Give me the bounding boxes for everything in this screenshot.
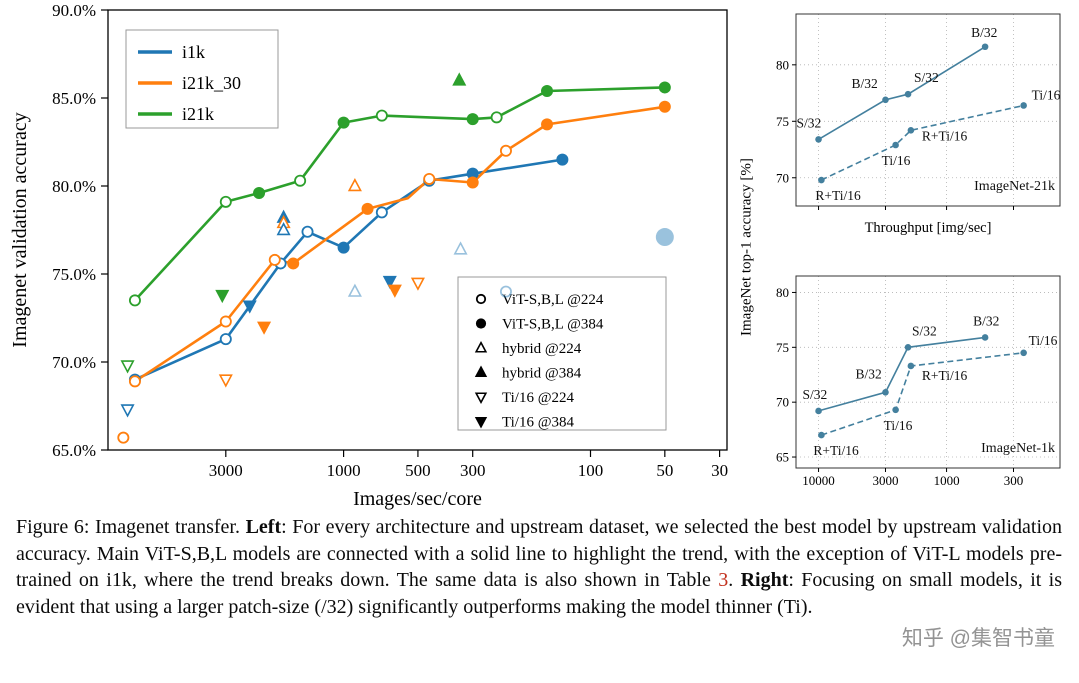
- caption-text: : For every architecture and upstream da…: [16, 516, 1063, 591]
- y-tick-label: 80: [776, 57, 789, 72]
- point-annotation: Ti/16: [1032, 87, 1061, 102]
- y-tick-label: 80.0%: [52, 177, 96, 196]
- y-tick-label: 75.0%: [52, 265, 96, 284]
- figure-caption: Figure 6: Imagenet transfer. Left: For e…: [16, 514, 1062, 620]
- series-line-ViT: [818, 46, 986, 141]
- legend-label: i21k: [182, 104, 214, 124]
- point-annotation: S/32: [914, 70, 939, 85]
- point-annotation: R+Ti/16: [922, 128, 968, 143]
- legend-label: Ti/16 @224: [502, 390, 575, 406]
- point-annotation: Ti/16: [882, 153, 911, 168]
- y-tick-label: 90.0%: [52, 1, 96, 20]
- point-annotation: S/32: [797, 115, 822, 130]
- point-annotation: B/32: [851, 76, 877, 91]
- x-tick-label: 1000: [934, 473, 960, 488]
- table-3-link[interactable]: 3: [718, 569, 729, 591]
- legend-label: i21k_30: [182, 73, 241, 93]
- right-y-axis-label: ImageNet top-1 accuracy [%]: [738, 158, 755, 336]
- point-annotation: B/32: [971, 25, 997, 40]
- legend-label: hybrid @224: [502, 341, 582, 357]
- y-tick-label: 85.0%: [52, 89, 96, 108]
- caption-left-bold: Left: [245, 516, 282, 538]
- y-axis-label: Imagenet validation accuracy: [9, 112, 31, 347]
- caption-right-bold: Right: [740, 569, 789, 591]
- x-tick-label: 50: [656, 461, 673, 480]
- point-annotation: Ti/16: [1029, 333, 1058, 348]
- y-tick-label: 75: [776, 114, 789, 129]
- legend-datasets: i1k i21k_30 i21k: [125, 29, 279, 129]
- y-tick-label: 70.0%: [52, 353, 96, 372]
- dataset-label: ImageNet-1k: [981, 441, 1055, 456]
- series-line-Ti: [821, 352, 1024, 436]
- y-tick-label: 70: [776, 170, 789, 185]
- legend-label: ViT-S,B,L @224: [502, 292, 604, 308]
- x-tick-label: 300: [460, 461, 486, 480]
- point-annotation: Ti/16: [884, 418, 913, 433]
- point-annotation: R+Ti/16: [922, 368, 968, 383]
- x-tick-label: 100: [578, 461, 604, 480]
- right-charts: ImageNet top-1 accuracy [%] 70 75 80 Throug…: [738, 8, 1079, 500]
- legend-markers: ViT-S,B,L @224 ViT-S,B,L @384 hybrid @224 h…: [457, 276, 667, 431]
- dataset-label: ImageNet-21k: [974, 179, 1055, 194]
- caption-text: : Focusing on small models, it is eviden…: [16, 569, 1063, 618]
- y-tick-label: 70: [776, 395, 789, 410]
- figure-6: 3000 1000 500 300 100 50 30 65.0% 70.0% 75.0% 80.0…: [9, 1, 1079, 510]
- x-tick-label: 3000: [209, 461, 243, 480]
- legend-label: i1k: [182, 42, 205, 62]
- caption-text: Figure 6: Imagenet transfer.: [16, 516, 246, 538]
- point-annotation: S/32: [912, 323, 937, 338]
- watermark: 知乎 @集智书童: [901, 627, 1055, 650]
- y-tick-label: 65.0%: [52, 441, 96, 460]
- point-annotation: R+Ti/16: [813, 443, 859, 458]
- x-tick-label: 500: [405, 461, 431, 480]
- legend-label: ViT-S,B,L @384: [502, 317, 604, 333]
- plot-box: [795, 13, 1061, 207]
- right-top-chart: 70 75 80 Throughput [img/sec] S/32 B/32 S/32 B/…: [776, 13, 1061, 236]
- x-axis-label: Images/sec/core: [353, 488, 482, 510]
- series-line-i21k_30: [134, 105, 665, 383]
- x-tick-label: 10000: [802, 473, 835, 488]
- y-tick-label: 80: [776, 285, 789, 300]
- y-tick-label: 65: [776, 450, 789, 465]
- legend-label: Ti/16 @384: [502, 415, 575, 431]
- point-annotation: B/32: [973, 313, 999, 328]
- left-chart: 3000 1000 500 300 100 50 30 65.0% 70.0% 75.0% 80.0…: [9, 1, 728, 510]
- x-tick-label: 1000: [327, 461, 361, 480]
- plot-box: [795, 275, 1061, 469]
- series-line-Ti: [821, 104, 1024, 181]
- point-annotation: B/32: [855, 366, 881, 381]
- x-tick-label: 30: [711, 461, 728, 480]
- x-tick-label: 300: [1004, 473, 1024, 488]
- y-tick-label: 75: [776, 340, 789, 355]
- legend-label: hybrid @384: [502, 366, 582, 382]
- point-annotation: R+Ti/16: [815, 188, 861, 203]
- caption-text: .: [728, 569, 741, 591]
- series-line-ViT: [818, 336, 986, 412]
- x-tick-label: 3000: [872, 473, 898, 488]
- point-annotation: S/32: [803, 387, 828, 402]
- right-bottom-chart: 65 70 75 80 10000 3000 1000 300 S/32 B/32 S/32 B/32…: [776, 275, 1061, 488]
- x-axis-label: Throughput [img/sec]: [865, 220, 992, 236]
